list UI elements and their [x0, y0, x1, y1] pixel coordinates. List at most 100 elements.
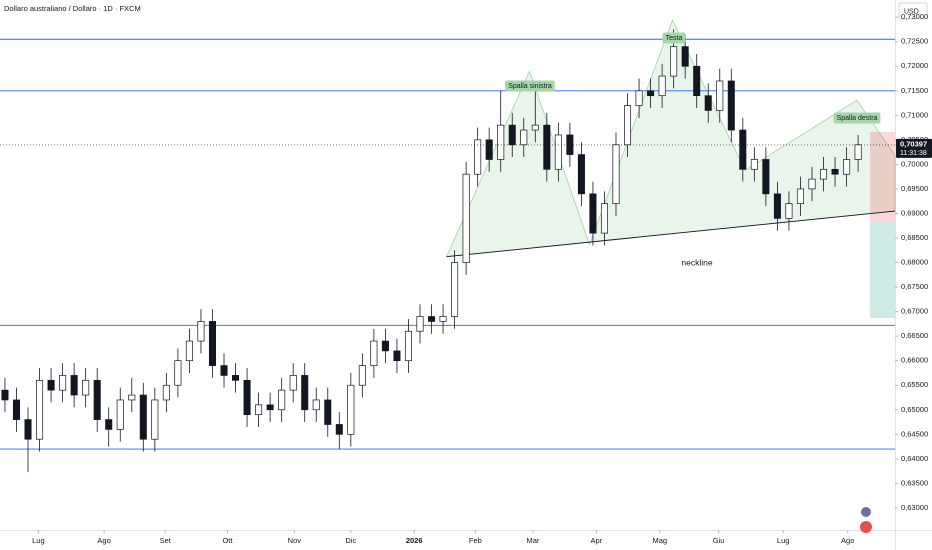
- candle-body: [139, 394, 147, 440]
- candle-body: [635, 90, 643, 106]
- candle-body: [831, 168, 839, 175]
- y-tick-label: 0,67500: [901, 282, 928, 291]
- candle-body: [485, 139, 493, 160]
- y-tick-label: 0,67000: [901, 307, 928, 316]
- candle-body: [197, 321, 205, 342]
- annotation-box: [662, 32, 686, 44]
- candle-body: [266, 404, 274, 411]
- candle-body: [24, 419, 32, 440]
- candle-body: [727, 80, 735, 131]
- candle-body: [105, 419, 113, 430]
- candle-body: [670, 46, 678, 77]
- x-tick-label: Lug: [777, 536, 790, 545]
- candle-body: [116, 399, 124, 430]
- y-tick-label: 0,65500: [901, 380, 928, 389]
- y-tick-label: 0,71000: [901, 110, 928, 119]
- candle-body: [370, 340, 378, 366]
- target-zone: [870, 221, 895, 318]
- y-tick-label: 0,69500: [901, 184, 928, 193]
- candle-body: [428, 316, 436, 322]
- candle-body: [531, 124, 539, 131]
- candle-body: [1, 389, 9, 401]
- candle-body: [185, 340, 193, 362]
- candle-body: [474, 139, 482, 175]
- annotation-label: Spalla sinistra: [508, 83, 552, 90]
- candle-body: [232, 375, 240, 381]
- candle-body: [843, 159, 851, 175]
- currency-button[interactable]: [898, 2, 928, 20]
- candle-body: [796, 188, 804, 205]
- y-tick-label: 0,69000: [901, 208, 928, 217]
- candle-body: [554, 134, 562, 170]
- y-tick-label: 0,70000: [901, 159, 928, 168]
- plot-layer: [0, 19, 896, 473]
- candle-body: [577, 154, 585, 195]
- y-tick-label: 0,73000: [901, 12, 928, 21]
- flag-icon: [860, 521, 872, 533]
- candle-body: [151, 399, 159, 440]
- x-tick-label: Ago: [97, 536, 110, 545]
- x-tick-label: 2026: [406, 536, 423, 545]
- last-price-box: [896, 138, 932, 158]
- x-tick-label: Dic: [345, 536, 356, 545]
- candle-body: [93, 379, 101, 420]
- candle-body: [681, 46, 689, 67]
- candle-body: [347, 384, 355, 435]
- candle-body: [819, 168, 828, 180]
- x-tick-label: Lug: [32, 536, 45, 545]
- x-tick-label: Nov: [288, 536, 302, 545]
- candle-body: [70, 375, 78, 396]
- candle-body: [762, 159, 770, 195]
- candle-body: [243, 379, 251, 416]
- y-tick-label: 0,65000: [901, 405, 928, 414]
- candle-body: [393, 350, 401, 362]
- candle-body: [301, 375, 309, 411]
- candle-body: [278, 389, 286, 411]
- candle-body: [497, 124, 505, 160]
- annotation-box: [505, 80, 555, 92]
- candle-body: [335, 424, 343, 435]
- candle-body: [208, 321, 217, 366]
- neckline-label: neckline: [681, 257, 712, 267]
- candle-body: [600, 203, 608, 234]
- candle-body: [543, 124, 551, 170]
- candle-body: [324, 399, 332, 425]
- candle-body: [647, 90, 655, 97]
- candle-body: [716, 80, 724, 111]
- stop-zone: [870, 132, 895, 222]
- candle-body: [508, 124, 516, 146]
- x-tick-label: Set: [160, 536, 172, 545]
- y-tick-label: 0,68000: [901, 258, 928, 267]
- candle-body: [462, 173, 470, 263]
- candle-body: [47, 379, 55, 391]
- annotation-label: Spalla destra: [837, 115, 878, 122]
- candle-body: [439, 316, 447, 322]
- y-tick-label: 0,66000: [901, 356, 928, 365]
- x-tick-label: Mag: [653, 536, 668, 545]
- x-tick-label: Apr: [591, 536, 603, 545]
- y-tick-label: 0,63500: [901, 478, 928, 487]
- y-tick-label: 0,64500: [901, 429, 928, 438]
- candle-body: [612, 144, 620, 205]
- x-tick-label: Ago: [841, 536, 854, 545]
- y-tick-label: 0,72000: [901, 61, 928, 70]
- candle-body: [750, 159, 758, 170]
- candle-body: [128, 394, 136, 401]
- neckline: [446, 210, 896, 258]
- candle-body: [808, 178, 816, 190]
- candle-body: [36, 379, 44, 440]
- candle-body: [416, 316, 424, 332]
- candle-body: [358, 365, 366, 386]
- y-tick-label: 0,68500: [901, 233, 928, 242]
- y-tick-label: 0,66500: [901, 331, 928, 340]
- candle-body: [693, 65, 701, 97]
- annotation-box: [833, 112, 881, 124]
- x-tick-label: Giu: [713, 536, 725, 545]
- y-tick-label: 0,63000: [901, 503, 928, 512]
- candle-body: [82, 379, 90, 396]
- candle-body: [312, 399, 320, 411]
- candle-body: [785, 203, 793, 219]
